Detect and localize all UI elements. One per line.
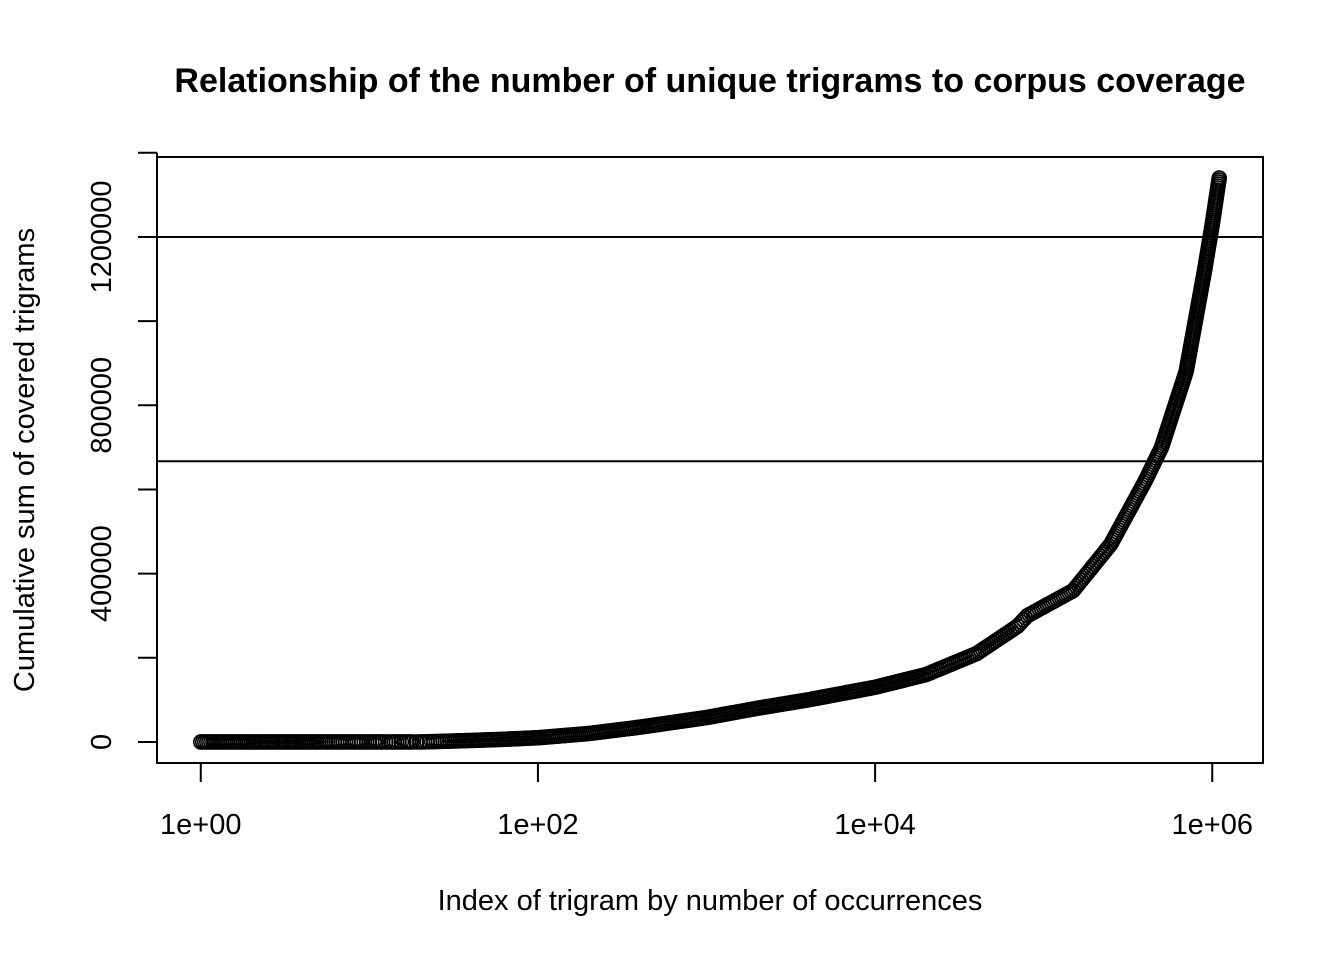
chart-title: Relationship of the number of unique tri… <box>174 62 1245 100</box>
x-axis: 1e+00 1e+02 1e+04 1e+06 <box>160 762 1253 841</box>
y-tick-label-6: 1200000 <box>86 181 118 294</box>
plot-frame <box>156 156 1264 764</box>
data-point-621 <box>1211 170 1228 186</box>
y-tick-label-2: 400000 <box>86 525 118 622</box>
x-axis-label: Index of trigram by number of occurrence… <box>438 885 983 917</box>
x-tick-label-1: 1e+02 <box>497 809 578 841</box>
x-tick-label-3: 1e+06 <box>1172 809 1253 841</box>
y-tick-label-4: 800000 <box>86 357 118 454</box>
data-points <box>192 170 1228 750</box>
y-axis: 0 400000 800000 1200000 <box>86 151 158 750</box>
y-axis-label: Cumulative sum of covered trigrams <box>9 228 41 692</box>
x-tick-label-0: 1e+00 <box>160 809 241 841</box>
data-point-98 <box>408 734 425 750</box>
reference-lines <box>157 235 1263 463</box>
x-tick-label-2: 1e+04 <box>834 809 915 841</box>
y-tick-label-0: 0 <box>86 734 118 750</box>
